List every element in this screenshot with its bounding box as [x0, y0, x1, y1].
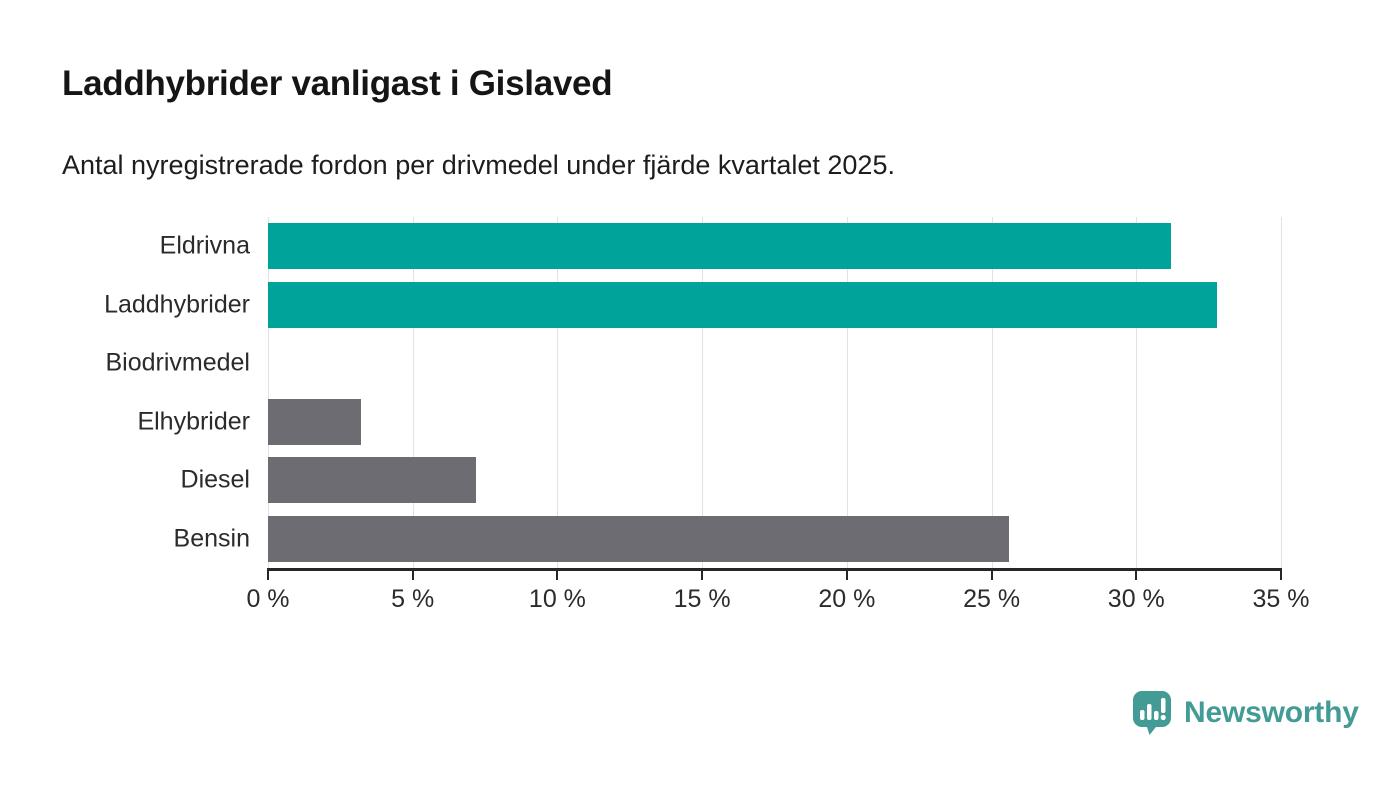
- gridline-15-percent: [702, 217, 704, 568]
- gridline-20-percent: [846, 217, 848, 568]
- x-axis-tick-label-25: 25 %: [963, 585, 1021, 613]
- x-axis-line: [267, 568, 1282, 571]
- x-axis-tick-10: [556, 571, 559, 580]
- bar-diesel: [268, 457, 477, 504]
- bar-elhybrider: [268, 398, 361, 445]
- x-axis-tick-label-0: 0 %: [246, 585, 290, 613]
- bar-laddhybrider: [268, 281, 1218, 328]
- chart-title: Laddhybrider vanligast i Gislaved: [62, 64, 613, 103]
- category-label-bensin: Bensin: [173, 524, 250, 553]
- logo-mini-bar-1: [1140, 710, 1145, 720]
- x-axis-tick-label-20: 20 %: [818, 585, 876, 613]
- category-label-elhybrider: Elhybrider: [137, 407, 250, 436]
- x-axis-tick-20: [845, 571, 848, 580]
- logo-exclamation-dot: [1160, 714, 1166, 721]
- bar-bensin: [268, 515, 1009, 562]
- bar-chart-plot-area: Eldrivna Laddhybrider Biodrivmedel Elhybrid…: [104, 217, 1310, 613]
- gridline-5-percent: [412, 217, 414, 568]
- gridline-35-percent: [1281, 217, 1282, 568]
- gridline-30-percent: [1136, 217, 1138, 568]
- gridline-0-percent: [268, 217, 269, 568]
- gridline-25-percent: [991, 217, 993, 568]
- category-label-laddhybrider: Laddhybrider: [104, 290, 250, 319]
- x-axis-tick-0: [267, 571, 269, 580]
- bar-eldrivna: [268, 223, 1172, 270]
- gridline-10-percent: [557, 217, 559, 568]
- newsworthy-logo-text: Newsworthy: [1184, 696, 1359, 729]
- chart-subtitle: Antal nyregistrerade fordon per drivmede…: [62, 150, 895, 180]
- logo-exclamation-bar: [1161, 698, 1166, 713]
- x-axis-tick-label-30: 30 %: [1107, 585, 1165, 613]
- logo-bubble-shape: [1133, 691, 1171, 735]
- x-axis-tick-15: [701, 571, 704, 580]
- x-axis-tick-5: [411, 571, 414, 580]
- logo-mini-bar-2: [1147, 704, 1152, 720]
- x-axis-tick-label-35: 35 %: [1252, 585, 1310, 613]
- logo-mini-bar-3: [1154, 711, 1159, 720]
- x-axis-tick-30: [1135, 571, 1138, 580]
- x-axis-tick-25: [990, 571, 993, 580]
- newsworthy-logo-icon: [1133, 691, 1171, 735]
- category-label-eldrivna: Eldrivna: [159, 231, 250, 260]
- x-axis-tick-35: [1280, 571, 1282, 580]
- category-label-biodrivmedel: Biodrivmedel: [105, 348, 250, 377]
- x-axis-tick-label-5: 5 %: [391, 585, 435, 613]
- newsworthy-logo: Newsworthy: [1132, 690, 1359, 736]
- category-label-diesel: Diesel: [180, 465, 250, 494]
- x-axis-tick-label-15: 15 %: [673, 585, 731, 613]
- x-axis-tick-label-10: 10 %: [528, 585, 586, 613]
